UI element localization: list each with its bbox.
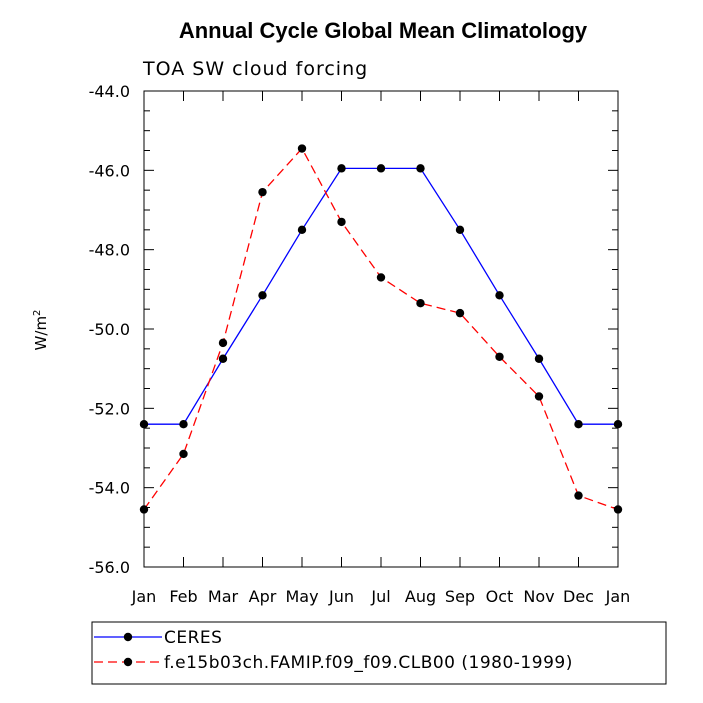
data-point: [179, 449, 188, 459]
data-point: [495, 291, 504, 300]
y-tick-label: -48.0: [89, 241, 130, 260]
data-point: [258, 187, 267, 197]
plot-frame: [143, 90, 619, 568]
chart-subtitle: TOA SW cloud forcing: [142, 58, 368, 80]
data-point: [297, 144, 307, 153]
legend-label: f.e15b03ch.FAMIP.f09_f09.CLB00 (1980-199…: [164, 653, 573, 673]
data-point: [139, 505, 149, 514]
series-layer: [139, 144, 623, 514]
data-point: [574, 491, 583, 500]
legend-box: [91, 621, 667, 685]
chart-title: Annual Cycle Global Mean Climatology: [179, 18, 588, 43]
data-point: [258, 291, 267, 300]
series-line: [144, 167, 618, 425]
data-point: [376, 273, 386, 282]
data-point: [139, 420, 149, 429]
x-tick-label: Jun: [328, 587, 354, 606]
legend-marker: [123, 632, 133, 642]
x-tick-label: Oct: [486, 587, 514, 606]
y-tick-label: -54.0: [89, 479, 130, 498]
x-tick-label: Jan: [131, 587, 157, 606]
y-axis-label-text: W/m: [32, 316, 50, 351]
x-tick-label: Mar: [208, 587, 239, 606]
data-point: [218, 354, 228, 363]
data-point: [376, 164, 386, 173]
x-tick-label: Nov: [523, 587, 554, 606]
y-tick-label: -44.0: [89, 82, 130, 101]
legend-marker: [123, 657, 133, 667]
legend-label: CERES: [164, 628, 222, 648]
y-tick-label: -52.0: [89, 399, 130, 418]
data-point: [297, 225, 307, 235]
y-axis-label-superscript: 2: [32, 310, 43, 316]
y-axis-label: W/m2: [32, 310, 50, 351]
data-point: [218, 338, 228, 348]
data-point: [455, 225, 465, 235]
data-point: [613, 420, 623, 429]
data-point: [455, 308, 465, 318]
series-famip: [139, 144, 623, 514]
data-point: [179, 420, 188, 429]
x-tick-label: May: [285, 587, 318, 606]
data-point: [534, 392, 544, 401]
legend: CERES f.e15b03ch.FAMIP.f09_f09.CLB00 (198…: [91, 621, 667, 685]
y-tick-label: -56.0: [89, 558, 130, 577]
y-tick-label: -46.0: [89, 161, 130, 180]
x-tick-label: Sep: [445, 587, 475, 606]
data-point: [337, 217, 346, 227]
y-tick-label: -50.0: [89, 320, 130, 339]
data-point: [613, 505, 623, 514]
x-tick-label: Feb: [169, 587, 197, 606]
data-point: [337, 164, 346, 173]
data-point: [534, 354, 544, 363]
data-point: [416, 299, 425, 308]
x-tick-label: Jan: [605, 587, 631, 606]
x-tick-label: Aug: [405, 587, 436, 606]
series-line: [143, 147, 619, 511]
x-tick-label: Apr: [249, 587, 277, 606]
data-point: [574, 420, 583, 429]
x-tick-label: Dec: [563, 587, 594, 606]
series-ceres: [139, 164, 623, 429]
x-tick-label: Jul: [370, 587, 390, 606]
data-point: [416, 164, 425, 173]
data-point: [495, 352, 504, 361]
